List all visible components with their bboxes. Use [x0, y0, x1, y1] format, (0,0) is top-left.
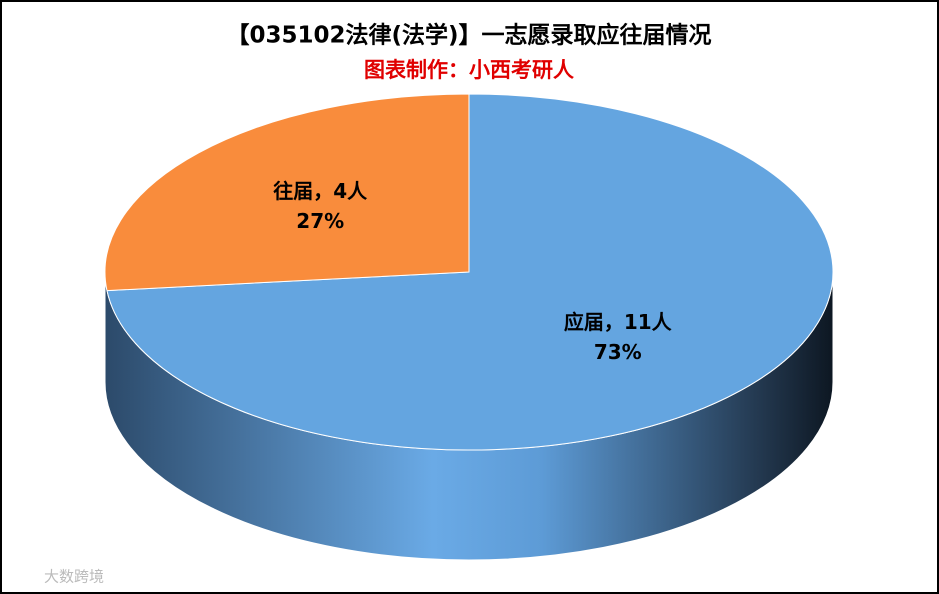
- watermark: 大数跨境: [44, 568, 104, 586]
- chart-title: 【035102法律(法学)】一志愿录取应往届情况: [226, 22, 711, 49]
- data-label: 应届，11人: [564, 310, 673, 334]
- data-label: 往届，4人: [273, 179, 368, 203]
- percent-label: 73%: [594, 340, 642, 364]
- pie-slice: [106, 93, 834, 451]
- pie-slice: [104, 93, 470, 292]
- percent-label: 27%: [296, 209, 344, 233]
- chart-subtitle: 图表制作：小西考研人: [364, 58, 574, 82]
